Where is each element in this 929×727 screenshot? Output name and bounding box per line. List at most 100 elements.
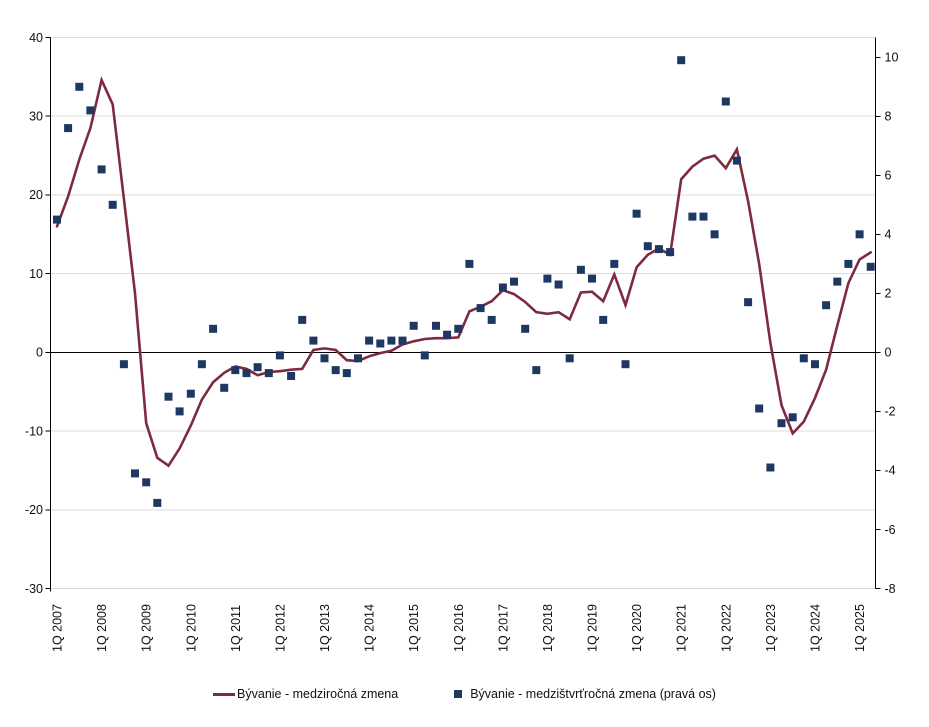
y-right-tick-label: -4 — [885, 464, 896, 478]
y-axis-left: 40 30 20 10 0 -10 -20 -30 — [25, 31, 51, 596]
scatter-point — [264, 369, 273, 378]
x-tick-label: 1Q 2025 — [853, 604, 867, 652]
scatter-point — [677, 56, 686, 65]
x-tick-label: 1Q 2024 — [808, 604, 822, 652]
scatter-point — [621, 360, 630, 369]
scatter-point — [599, 315, 608, 324]
line-series-swatch — [213, 692, 236, 696]
scatter-point — [242, 369, 251, 378]
scatter-point — [253, 363, 262, 372]
x-tick-label: 1Q 2018 — [541, 604, 555, 652]
y-left-tick-label: 10 — [29, 267, 43, 281]
scatter-point — [710, 230, 719, 239]
y-right-tick-label: 4 — [885, 228, 892, 242]
scatter-point — [532, 366, 541, 375]
y-left-tick-label: 30 — [29, 110, 43, 124]
scatter-point — [398, 336, 407, 345]
y-right-tick-label: -8 — [885, 582, 896, 596]
scatter-point — [409, 321, 418, 330]
y-right-tick-label: 0 — [885, 346, 892, 360]
scatter-point — [309, 336, 318, 345]
scatter-point — [209, 324, 218, 333]
scatter-point — [153, 498, 162, 507]
scatter-point — [298, 315, 307, 324]
y-left-tick-label: 20 — [29, 188, 43, 202]
scatter-point — [666, 248, 675, 257]
legend-label-qoq: Bývanie - medzištvrťročná zmena (pravá o… — [470, 687, 716, 701]
scatter-point — [777, 419, 786, 428]
legend-label-yoy: Bývanie - medziročná zmena — [237, 687, 399, 701]
x-tick-label: 1Q 2016 — [452, 604, 466, 652]
x-tick-label: 1Q 2022 — [719, 604, 733, 652]
scatter-point — [443, 330, 452, 339]
x-axis: 1Q 2007 1Q 2008 1Q 2009 1Q 2010 1Q 2011 1Q 20… — [51, 604, 868, 652]
scatter-point — [420, 351, 429, 360]
x-tick-label: 1Q 2008 — [95, 604, 109, 652]
x-tick-label: 1Q 2023 — [764, 604, 778, 652]
scatter-point — [197, 360, 206, 369]
scatter-point — [476, 304, 485, 313]
x-tick-label: 1Q 2009 — [140, 604, 154, 652]
scatter-point — [721, 97, 730, 106]
y-left-tick-label: 0 — [36, 346, 43, 360]
scatter-point — [275, 351, 284, 360]
scatter-point — [164, 392, 173, 401]
x-tick-label: 1Q 2017 — [496, 604, 510, 652]
scatter-point — [320, 354, 329, 363]
scatter-point — [175, 407, 184, 416]
scatter-point — [688, 212, 697, 221]
scatter-point — [855, 230, 864, 239]
x-tick-label: 1Q 2012 — [273, 604, 287, 652]
scatter-point — [799, 354, 808, 363]
scatter-point — [732, 156, 741, 165]
x-tick-label: 1Q 2013 — [318, 604, 332, 652]
y-left-tick-label: -30 — [25, 582, 43, 596]
scatter-point — [811, 360, 819, 369]
chart-legend: Bývanie - medziročná zmena Bývanie - med… — [0, 687, 929, 701]
scatter-point — [521, 324, 530, 333]
scatter-point — [365, 336, 374, 345]
x-tick-label: 1Q 2015 — [407, 604, 421, 652]
y-left-tick-label: 40 — [29, 31, 43, 45]
scatter-point — [387, 336, 396, 345]
scatter-point — [866, 262, 875, 271]
scatter-point — [744, 298, 753, 307]
x-tick-label: 1Q 2019 — [586, 604, 600, 652]
scatter-point — [75, 82, 84, 91]
legend-item-qoq: Bývanie - medzištvrťročná zmena (pravá o… — [454, 687, 716, 701]
scatter-point — [131, 469, 139, 478]
legend-item-yoy: Bývanie - medziročná zmena — [213, 687, 398, 701]
scatter-point — [454, 324, 463, 333]
scatter-point — [220, 383, 229, 392]
x-tick-label: 1Q 2007 — [51, 604, 65, 652]
scatter-point — [554, 280, 563, 289]
x-tick-label: 1Q 2010 — [184, 604, 198, 652]
scatter-point — [643, 242, 652, 251]
scatter-point — [354, 354, 362, 363]
scatter-point — [699, 212, 708, 221]
scatter-series-swatch — [454, 690, 463, 698]
y-right-tick-label: -6 — [885, 523, 896, 537]
scatter-point — [822, 301, 831, 310]
yoy-line-series — [55, 75, 873, 468]
y-right-tick-label: 6 — [885, 169, 892, 183]
scatter-point — [833, 277, 842, 286]
scatter-point — [287, 372, 296, 380]
scatter-point — [844, 259, 853, 268]
scatter-point — [788, 413, 797, 422]
scatter-point — [376, 339, 385, 348]
scatter-point — [755, 404, 764, 413]
gridlines — [50, 37, 876, 589]
y-left-tick-label: -10 — [25, 424, 43, 438]
scatter-point — [53, 215, 61, 224]
scatter-point — [119, 360, 128, 369]
y-right-tick-label: 8 — [885, 110, 892, 124]
scatter-point — [331, 366, 340, 375]
scatter-point — [654, 245, 663, 254]
x-tick-label: 1Q 2011 — [229, 605, 243, 652]
scatter-point — [342, 369, 351, 378]
qoq-scatter-series — [53, 56, 875, 507]
scatter-point — [97, 165, 106, 174]
